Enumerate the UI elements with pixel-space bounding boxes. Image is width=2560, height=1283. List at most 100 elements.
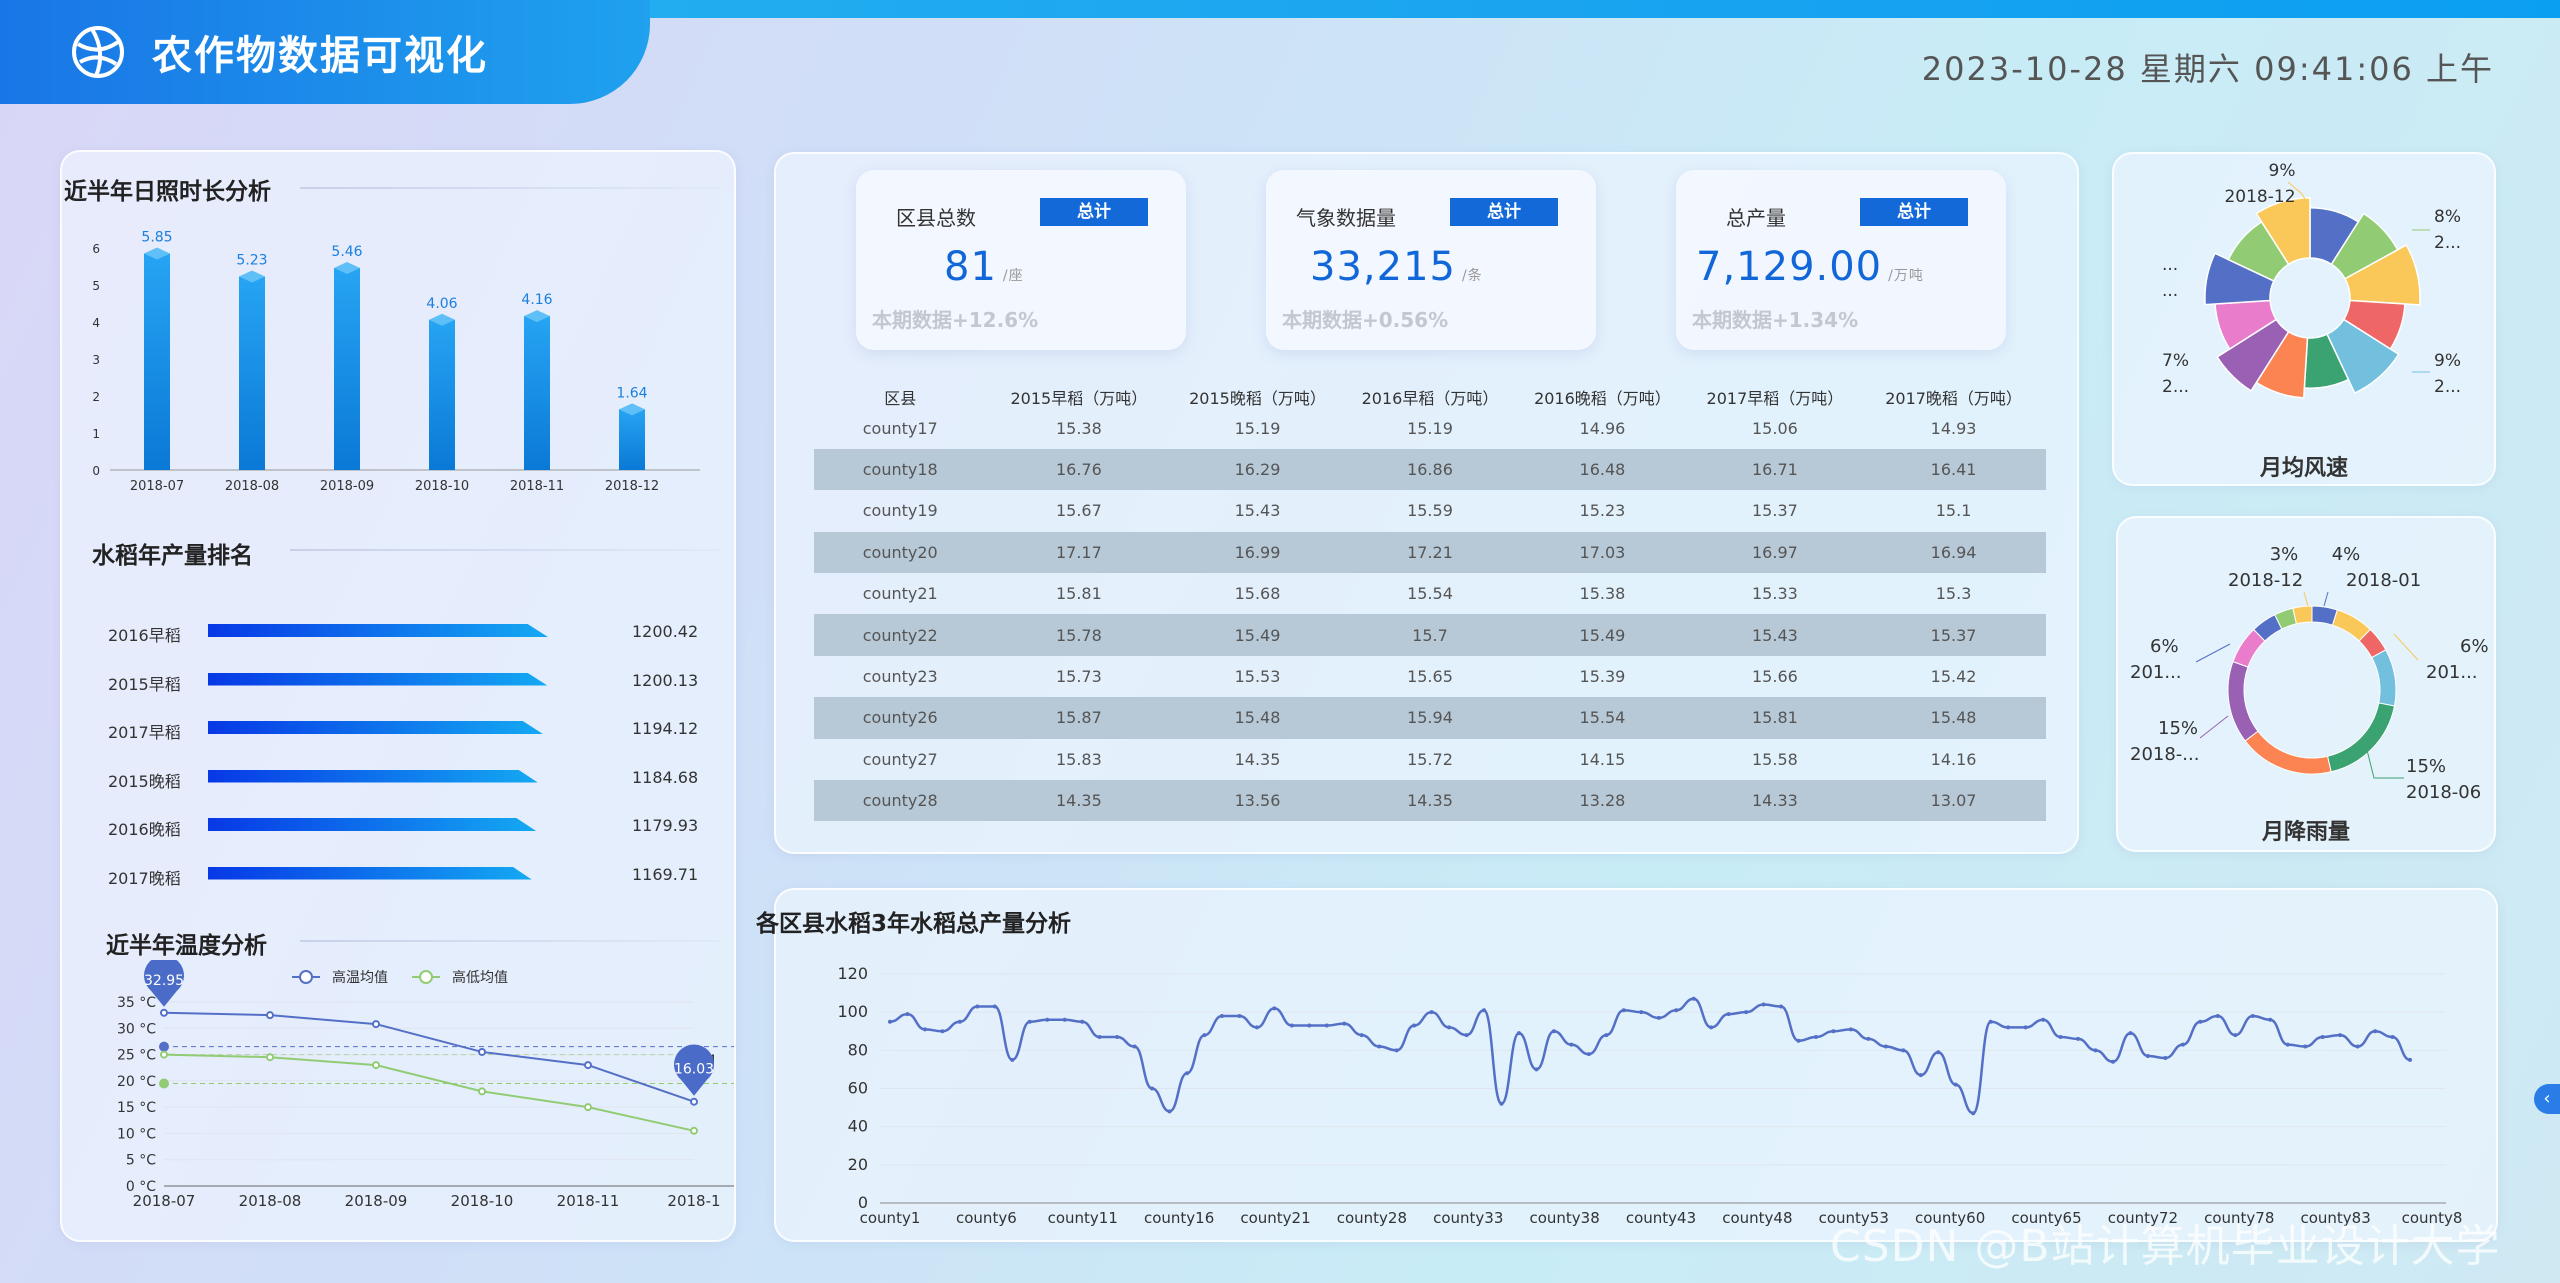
donut-slice bbox=[2227, 660, 2259, 742]
rank-bar bbox=[208, 672, 548, 686]
table-cell: 16.71 bbox=[1752, 459, 1798, 479]
side-collapse-button[interactable]: ‹ bbox=[2534, 1084, 2560, 1114]
rain-panel bbox=[2116, 516, 2496, 852]
bar-top bbox=[429, 313, 455, 326]
y-tick-label: 15 °C bbox=[117, 1100, 156, 1116]
rank-label: 2015早稻 bbox=[108, 674, 181, 694]
legend-marker-low bbox=[419, 970, 433, 984]
y-tick-label: 0 bbox=[858, 1193, 868, 1212]
rice-point bbox=[1831, 1029, 1836, 1034]
rice-point bbox=[2233, 1033, 2238, 1038]
stat-tag: 总计 bbox=[1040, 198, 1148, 226]
high-point bbox=[372, 1020, 380, 1029]
rice-point bbox=[1883, 1044, 1888, 1049]
table-header-cell: 2017晚稻（万吨） bbox=[1885, 388, 2022, 408]
rain-label: 201... bbox=[2130, 662, 2182, 683]
stat-delta: 本期数据+0.56% bbox=[1282, 308, 1449, 332]
table-cell: 14.15 bbox=[1579, 749, 1626, 769]
table-row[interactable]: county26 15.87 15.48 15.94 15.54 15.81 15.48 bbox=[814, 697, 2046, 739]
table-cell: 15.94 bbox=[1407, 708, 1453, 728]
bar-top bbox=[524, 310, 550, 323]
table-row[interactable]: county19 15.67 15.43 15.59 15.23 15.37 15.1 bbox=[814, 490, 2046, 531]
rank-value: 1194.12 bbox=[632, 719, 699, 738]
table-cell: county27 bbox=[862, 749, 938, 769]
table-header-cell: 2016早稻（万吨） bbox=[1361, 388, 1499, 408]
table-cell: 15.38 bbox=[1055, 418, 1102, 438]
table-row[interactable]: county18 16.76 16.29 16.86 16.48 16.71 16.41 bbox=[814, 448, 2046, 491]
rank-bar bbox=[208, 769, 538, 783]
table-cell: 15.37 bbox=[1930, 625, 1977, 645]
bar-value-label: 5.23 bbox=[236, 252, 267, 268]
temperature-title: 近半年温度分析 bbox=[106, 933, 267, 959]
rice-point bbox=[1185, 1071, 1190, 1076]
pie-slice bbox=[2216, 318, 2290, 392]
table-cell: county17 bbox=[862, 418, 938, 438]
x-tick-label: county65 bbox=[2011, 1209, 2081, 1227]
table-cell: 15.65 bbox=[1407, 666, 1453, 686]
table-cell: 15.81 bbox=[1752, 708, 1798, 728]
table-row[interactable]: county21 15.81 15.68 15.54 15.38 15.33 15.3 bbox=[814, 573, 2046, 614]
legend-marker-high bbox=[299, 970, 313, 984]
stat-number: 81 bbox=[944, 244, 997, 290]
rank-value: 1184.68 bbox=[632, 767, 699, 787]
sunshine-bar-chart: 0 1 2 3 4 5 6 5.85 2018-07 5.23 2018-08 5.46 2018-09… bbox=[92, 230, 700, 494]
rice-point bbox=[2110, 1059, 2115, 1064]
wind-label: 7% bbox=[2162, 351, 2189, 371]
table-row[interactable]: county28 14.35 13.56 14.35 13.28 14.33 13.07 bbox=[814, 779, 2046, 822]
table-header-row: 区县 2015早稻（万吨） 2015晚稻（万吨） 2016早稻（万吨） 2016晚稻（万… bbox=[814, 376, 2046, 417]
low-point bbox=[266, 1053, 274, 1062]
table-row[interactable]: county22 15.78 15.49 15.7 15.49 15.43 15.37 bbox=[814, 614, 2046, 656]
legend-label-high: 高温均值 bbox=[332, 969, 388, 986]
table-row[interactable]: county17 15.38 15.19 15.19 14.96 15.06 14.93 bbox=[814, 407, 2046, 448]
rice-point bbox=[1691, 996, 1696, 1001]
rice-point bbox=[1709, 1025, 1714, 1030]
table-cell: 15.78 bbox=[1055, 625, 1102, 645]
stat-label: 气象数据量 bbox=[1296, 206, 1396, 230]
bar bbox=[144, 253, 170, 470]
rain-label: 2018-12 bbox=[2228, 570, 2303, 591]
pie-slice bbox=[2255, 197, 2311, 266]
table-cell: 15.58 bbox=[1752, 749, 1798, 769]
rank-bar bbox=[208, 624, 548, 637]
leader-line bbox=[2195, 643, 2231, 663]
x-tick-label: 2018-10 bbox=[451, 1192, 514, 1210]
rank-bar bbox=[208, 866, 532, 880]
high-point bbox=[266, 1011, 274, 1020]
pie-slice bbox=[2326, 318, 2400, 395]
table-row[interactable]: county20 17.17 16.99 17.21 17.03 16.97 16.94 bbox=[814, 531, 2046, 573]
rank-label: 2015晚稻 bbox=[108, 771, 181, 791]
table-header-cell: 2017早稻（万吨） bbox=[1706, 388, 1844, 408]
header-title-box: 农作物数据可视化 bbox=[0, 0, 650, 104]
table-cell: 15.68 bbox=[1234, 584, 1281, 604]
rank-item: 2017早稻 1194.12 bbox=[108, 717, 728, 743]
table-cell: county28 bbox=[862, 791, 938, 811]
rice-point bbox=[2076, 1036, 2081, 1041]
pie-slice bbox=[2330, 212, 2399, 280]
x-tick-label: county72 bbox=[2108, 1209, 2178, 1227]
x-tick-label: 2018-09 bbox=[345, 1192, 408, 1210]
rice-point bbox=[2320, 1034, 2325, 1039]
bar bbox=[239, 276, 265, 470]
y-tick-label: 4 bbox=[92, 316, 100, 330]
value-pin bbox=[674, 1044, 715, 1096]
rice-point bbox=[1656, 1015, 1661, 1020]
leader-line bbox=[2365, 745, 2404, 779]
y-tick-label: 5 °C bbox=[126, 1153, 156, 1169]
leader-line bbox=[2393, 633, 2419, 661]
rice-point bbox=[1324, 1023, 1329, 1028]
table-row[interactable]: county27 15.83 14.35 15.72 14.15 15.58 14.16 bbox=[814, 739, 2046, 780]
table-row[interactable]: county23 15.73 15.53 15.65 15.39 15.66 15.42 bbox=[814, 656, 2046, 697]
table-header-cell: 2015晚稻（万吨） bbox=[1189, 388, 1326, 408]
table-container: 区县 2015早稻（万吨） 2015晚稻（万吨） 2016早稻（万吨） 2016晚稻（万… bbox=[814, 376, 2046, 836]
stat-number: 33,215 bbox=[1310, 244, 1456, 290]
y-tick-label: 3 bbox=[92, 353, 100, 367]
rank-item: 2015晚稻 1184.68 bbox=[108, 766, 728, 792]
rank-value: 1179.93 bbox=[632, 816, 699, 835]
table-cell: county21 bbox=[862, 584, 938, 604]
rice-point bbox=[2355, 1044, 2360, 1049]
table-cell: 15.49 bbox=[1234, 625, 1281, 645]
stat-card: 总产量 总计 7,129.00/万吨 本期数据+1.34% bbox=[1676, 170, 2006, 350]
x-tick-label: county11 bbox=[1048, 1209, 1118, 1227]
x-tick-label: county38 bbox=[1529, 1209, 1599, 1227]
rain-label: 2018-01 bbox=[2346, 570, 2421, 591]
